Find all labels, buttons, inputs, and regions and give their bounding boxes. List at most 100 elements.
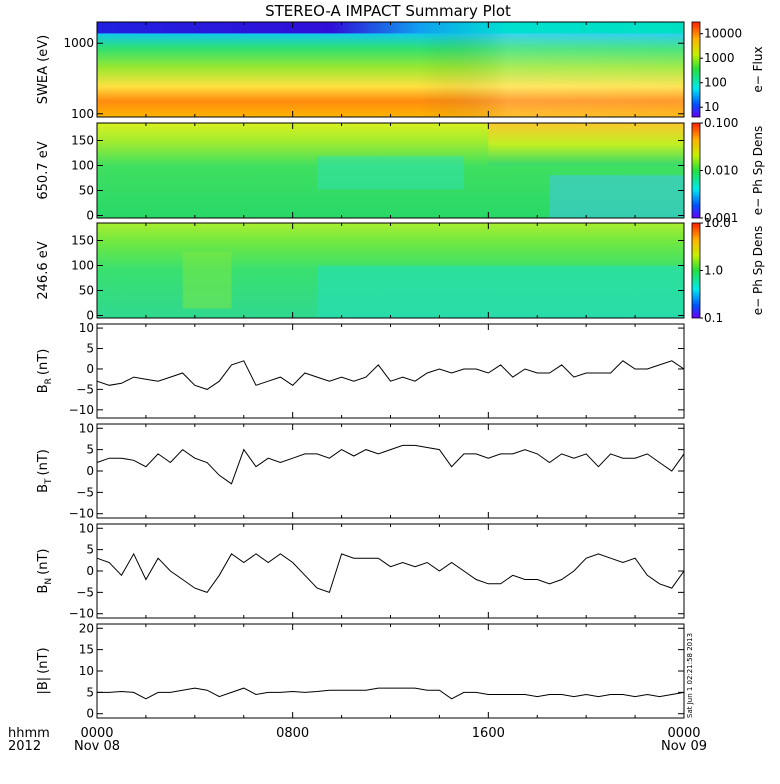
pad-cyan-region: [317, 156, 464, 190]
y-tick-label: 5: [86, 443, 94, 457]
series-line: [96, 552, 685, 594]
y-tick-label: −10: [69, 607, 94, 621]
panel-6: −10 −5 0 5 10 BN (nT): [36, 521, 685, 621]
y-axis-label-main: SWEA (eV): [36, 35, 51, 104]
pad-cyan-region: [317, 265, 684, 318]
y-tick-label: 100: [71, 259, 94, 273]
time-prefix-year: 2012: [8, 739, 41, 754]
y-tick-label: 0: [86, 707, 94, 721]
colorbar-label: e− Ph Sp Dens: [751, 126, 765, 215]
y-axis-label-subscript: T: [44, 478, 54, 485]
y-axis-label-main: B: [36, 384, 51, 393]
panel-1: 10 100 1000 10000 e− Flux 100 1000 SWEA (eV): [36, 21, 765, 121]
y-tick-label: 10: [79, 664, 94, 678]
colorbar-label: e− Flux: [751, 46, 765, 92]
timestamp-vertical: Sat Jun 1 02:21:58 2013: [686, 633, 694, 718]
panel-2: 0.001 0.010 0.100 e− Ph Sp Dens 0 50 100 150 650…: [36, 116, 765, 225]
colorbar: [691, 122, 701, 219]
y-tick-label: 10: [79, 321, 94, 335]
x-tick-date: Nov 08: [74, 739, 120, 754]
colorbar-tick-label: 0.010: [704, 164, 738, 178]
y-tick-label: 5: [86, 685, 94, 699]
plot-title: STEREO-A IMPACT Summary Plot: [265, 2, 511, 20]
spectrogram-top-band: [97, 22, 684, 34]
y-tick-label: 0: [86, 464, 94, 478]
y-tick-label: 5: [86, 543, 94, 557]
y-tick-label: 20: [79, 621, 94, 635]
y-tick-label: −10: [69, 403, 94, 417]
y-axis-label-subscript: N: [44, 578, 54, 585]
y-axis-label: BR (nT): [36, 349, 54, 394]
series-line: [96, 444, 685, 485]
panel-5: −10 −5 0 5 10 BT (nT): [36, 421, 685, 521]
y-axis-label: SWEA (eV): [36, 35, 51, 104]
colorbar-label: e− Ph Sp Dens: [751, 226, 765, 315]
series-line: [97, 687, 685, 700]
colorbar-tick-label: 1000: [704, 51, 735, 65]
y-tick-label: 0: [86, 309, 94, 323]
panel-3: 0.1 1.0 10.0 e− Ph Sp Dens 0 50 100 150 246.6 eV: [36, 216, 765, 325]
y-tick-label: −5: [76, 485, 94, 499]
y-axis-label-unit: (nT): [36, 549, 51, 575]
y-tick-label: 10: [79, 521, 94, 535]
y-tick-label: 50: [79, 284, 94, 298]
y-tick-label: 150: [71, 234, 94, 248]
y-axis-label: 246.6 eV: [36, 241, 51, 299]
panel-frame: [96, 623, 685, 719]
x-tick-label: 0800: [276, 726, 309, 741]
y-axis-label: BN (nT): [36, 549, 54, 594]
y-axis-label-unit: (nT): [36, 647, 51, 673]
series-line: [96, 360, 685, 390]
colorbar-tick-label: 10000: [704, 27, 742, 41]
pad-late-region: [488, 123, 684, 166]
colorbar-tick-label: 100: [704, 76, 727, 90]
y-axis-label-unit: (nT): [36, 449, 51, 475]
colorbar-tick-label: 1.0: [704, 264, 723, 278]
colorbar-tick-label: 0.1: [704, 311, 723, 325]
panel-frame: [96, 423, 685, 519]
colorbar-tick-label: 0.001: [704, 211, 738, 225]
y-tick-label: 150: [71, 134, 94, 148]
y-tick-label: 0: [86, 362, 94, 376]
y-axis-label: BT (nT): [36, 449, 54, 493]
y-axis-label: 650.7 eV: [36, 141, 51, 199]
spectrogram-shade: [97, 22, 684, 117]
y-axis-label-main: 246.6 eV: [36, 241, 51, 299]
y-axis-label-main: B: [36, 585, 51, 594]
y-axis-label: |B| (nT): [36, 647, 51, 694]
panel-frame: [96, 523, 685, 619]
y-tick-label: −5: [76, 585, 94, 599]
y-tick-label: 0: [86, 209, 94, 223]
x-tick-label: 1600: [472, 726, 505, 741]
y-tick-label: 100: [71, 159, 94, 173]
y-axis-label-main: B: [36, 484, 51, 493]
y-axis-label-main: 650.7 eV: [36, 141, 51, 199]
y-tick-label: −10: [69, 507, 94, 521]
pad-late-cyan: [549, 175, 684, 218]
y-tick-label: 1000: [63, 36, 94, 50]
panel-4: −10 −5 0 5 10 BR (nT): [36, 321, 685, 419]
y-tick-label: 0: [86, 564, 94, 578]
panel-7: 0 5 10 15 20 |B| (nT): [36, 621, 685, 721]
y-axis-label-unit: (nT): [36, 349, 51, 375]
panel-frame: [96, 323, 685, 419]
y-tick-label: 100: [71, 107, 94, 121]
colorbar-tick-label: 10: [704, 100, 719, 114]
colorbar: [691, 222, 701, 319]
y-axis-label-subscript: R: [44, 378, 54, 384]
y-tick-label: 50: [79, 184, 94, 198]
x-tick-date: Nov 09: [661, 739, 707, 754]
y-tick-label: 5: [86, 342, 94, 356]
colorbar: [691, 21, 701, 118]
pad-yellow-streak: [182, 251, 232, 309]
x-tick-label: 0000: [80, 726, 113, 741]
y-axis-label-main: |B|: [36, 677, 51, 695]
y-tick-label: 10: [79, 421, 94, 435]
time-prefix-hhmm: hhmm: [8, 726, 50, 741]
x-tick-label: 0000: [667, 726, 700, 741]
colorbar-tick-label: 0.100: [704, 116, 738, 130]
y-tick-label: 15: [79, 643, 94, 657]
colorbar-tick-label: 10.0: [704, 216, 731, 230]
